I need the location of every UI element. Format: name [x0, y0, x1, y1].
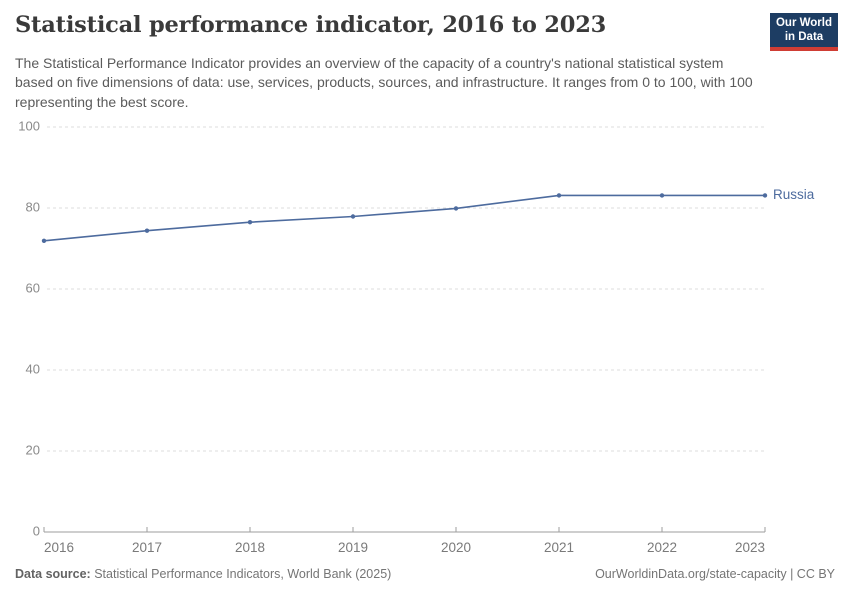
owid-logo-line2: in Data [784, 31, 824, 43]
data-point-2021 [556, 193, 562, 198]
y-tick-label-80: 80 [26, 199, 40, 214]
page-title: Statistical performance indicator, 2016 … [15, 12, 607, 38]
y-gridlines [47, 126, 765, 452]
data-point-2016 [41, 238, 47, 244]
x-tick-label-2019: 2019 [338, 540, 368, 555]
data-point-2023 [762, 193, 768, 198]
y-tick-label-40: 40 [26, 361, 40, 376]
data-source: Data source: Statistical Performance Ind… [15, 567, 391, 581]
x-axis [43, 527, 766, 533]
x-tick-label-2018: 2018 [235, 540, 265, 555]
x-tick-label-2016: 2016 [44, 540, 74, 555]
y-tick-label-60: 60 [26, 280, 40, 295]
data-point-2017 [144, 228, 150, 233]
data-source-label: Data source: [15, 567, 91, 581]
data-point-2020 [453, 206, 459, 211]
data-point-2018 [247, 219, 253, 225]
x-tick-label-2020: 2020 [441, 540, 471, 555]
owid-logo-line1: Our World [775, 16, 832, 29]
series-line-russia [43, 194, 766, 242]
line-chart: 0 20 40 60 80 100 2016 2017 2018 2019 2020 2021 2022… [18, 118, 815, 555]
data-point-2022 [659, 193, 665, 198]
x-tick-label-2022: 2022 [647, 540, 677, 555]
y-tick-label-100: 100 [18, 118, 40, 133]
x-tick-label-2021: 2021 [544, 540, 574, 555]
x-tick-labels: 2016 2017 2018 2019 2020 2021 2022 2023 [44, 540, 765, 555]
owid-logo[interactable]: Our World in Data [770, 13, 838, 51]
y-tick-label-0: 0 [33, 523, 40, 538]
series-markers-russia [41, 193, 768, 244]
chart-subtitle: The Statistical Performance Indicator pr… [15, 55, 753, 110]
y-tick-label-20: 20 [26, 442, 40, 457]
y-tick-labels: 0 20 40 60 80 100 [18, 118, 40, 538]
x-tick-label-2017: 2017 [132, 540, 162, 555]
data-point-2019 [350, 214, 356, 219]
series-end-label-russia: Russia [773, 187, 815, 202]
data-source-text: Statistical Performance Indicators, Worl… [90, 567, 392, 581]
attribution-link[interactable]: OurWorldinData.org/state-capacity | CC B… [595, 567, 835, 581]
chart-footer: Data source: Statistical Performance Ind… [15, 567, 835, 581]
x-tick-label-2023: 2023 [735, 540, 765, 555]
